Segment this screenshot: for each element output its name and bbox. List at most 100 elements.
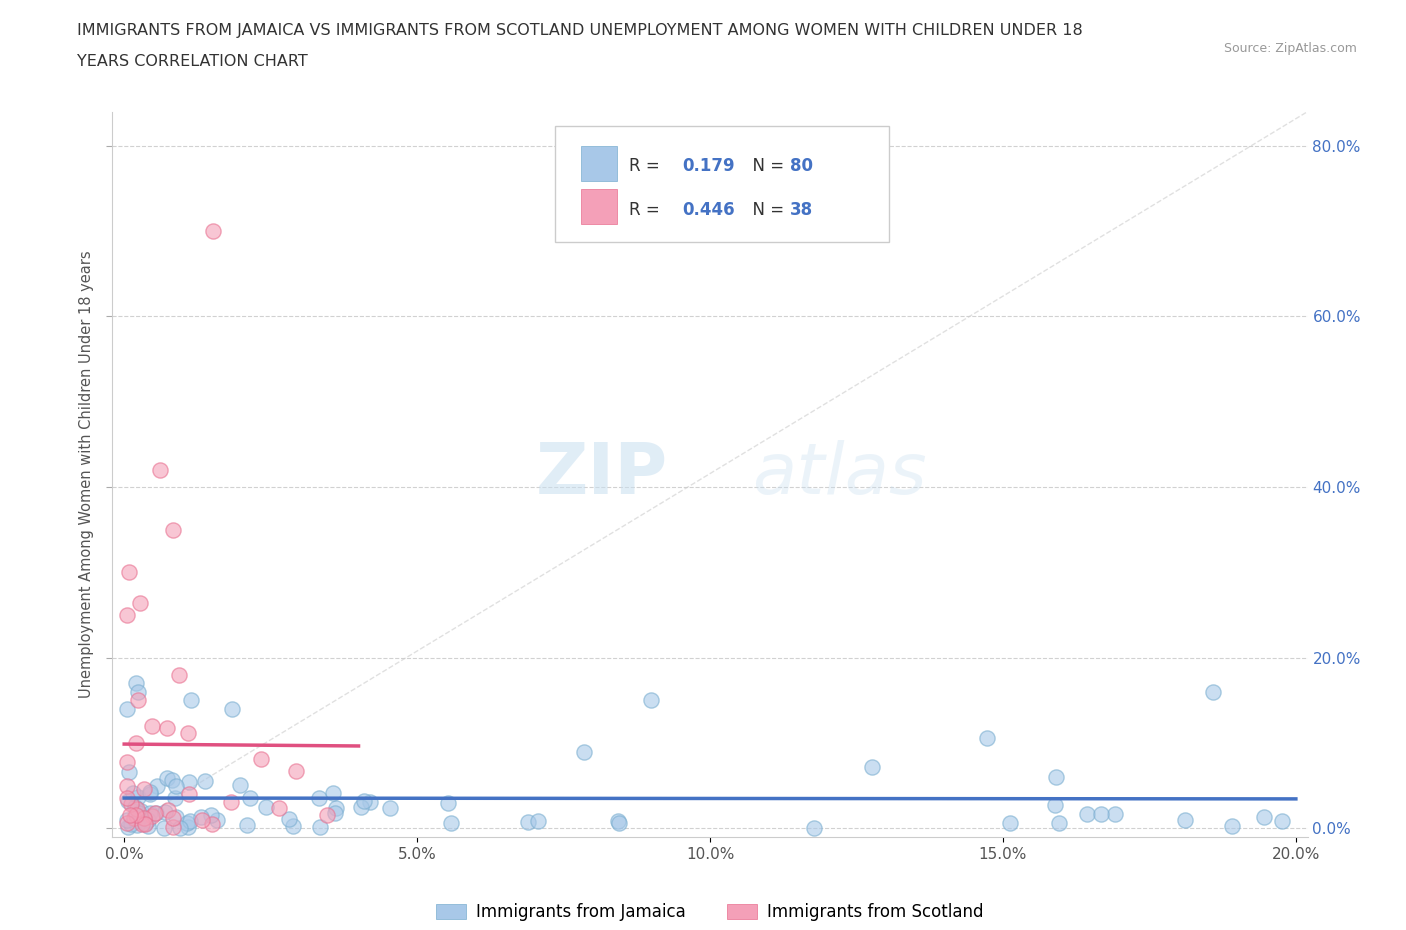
Point bbox=[162, 819, 184, 834]
Point bbox=[177, 725, 200, 740]
Text: atlas: atlas bbox=[752, 440, 927, 509]
Point bbox=[239, 790, 262, 805]
Point bbox=[200, 807, 222, 822]
Point bbox=[141, 719, 163, 734]
Point bbox=[236, 817, 259, 832]
Point bbox=[640, 693, 662, 708]
Point bbox=[574, 745, 596, 760]
Text: R =: R = bbox=[628, 157, 665, 175]
Point bbox=[526, 814, 548, 829]
Point bbox=[153, 804, 176, 819]
Point bbox=[201, 223, 224, 238]
Text: N =: N = bbox=[742, 201, 790, 219]
Point bbox=[127, 817, 149, 832]
Point bbox=[153, 820, 176, 835]
Point bbox=[134, 816, 156, 830]
Point bbox=[281, 818, 304, 833]
Point bbox=[180, 693, 202, 708]
Point bbox=[1202, 684, 1225, 699]
Point bbox=[127, 693, 149, 708]
Text: 38: 38 bbox=[790, 201, 813, 219]
Point bbox=[125, 736, 148, 751]
Point bbox=[129, 804, 152, 818]
Point bbox=[285, 764, 308, 778]
Point bbox=[162, 773, 184, 788]
Point bbox=[122, 811, 145, 826]
Point bbox=[219, 794, 242, 809]
Point bbox=[1174, 812, 1197, 827]
Point bbox=[1253, 809, 1275, 824]
Point bbox=[179, 814, 201, 829]
Text: Source: ZipAtlas.com: Source: ZipAtlas.com bbox=[1223, 42, 1357, 55]
Point bbox=[132, 811, 155, 826]
Point bbox=[138, 813, 160, 828]
Point bbox=[115, 778, 138, 793]
Text: 80: 80 bbox=[790, 157, 813, 175]
Point bbox=[803, 820, 825, 835]
Point bbox=[179, 786, 201, 801]
Text: ZIP: ZIP bbox=[536, 440, 668, 509]
Point bbox=[156, 721, 179, 736]
Point bbox=[115, 790, 138, 805]
Point bbox=[145, 806, 167, 821]
Point bbox=[128, 805, 150, 820]
Point bbox=[118, 565, 141, 580]
Point bbox=[860, 760, 883, 775]
Point bbox=[117, 819, 139, 834]
Point bbox=[1043, 797, 1066, 812]
Point bbox=[131, 817, 153, 831]
Point bbox=[1220, 818, 1243, 833]
Point bbox=[176, 816, 198, 830]
Point bbox=[229, 777, 252, 792]
Point bbox=[1047, 816, 1070, 830]
FancyBboxPatch shape bbox=[554, 126, 890, 242]
Point bbox=[278, 811, 301, 826]
Point bbox=[117, 793, 139, 808]
Point bbox=[122, 786, 145, 801]
Point bbox=[138, 818, 160, 833]
Point bbox=[120, 817, 142, 831]
Point bbox=[138, 786, 160, 801]
Point bbox=[606, 814, 628, 829]
Text: 0.179: 0.179 bbox=[682, 157, 735, 175]
FancyBboxPatch shape bbox=[581, 189, 617, 224]
Text: YEARS CORRELATION CHART: YEARS CORRELATION CHART bbox=[77, 54, 308, 69]
Point bbox=[125, 802, 148, 817]
Point bbox=[115, 816, 138, 830]
Point bbox=[998, 815, 1021, 830]
Point bbox=[609, 816, 631, 830]
Point bbox=[378, 801, 401, 816]
Point bbox=[125, 813, 148, 828]
FancyBboxPatch shape bbox=[581, 146, 617, 180]
Point bbox=[145, 805, 167, 820]
Point bbox=[437, 795, 460, 810]
Point bbox=[167, 668, 190, 683]
Text: R =: R = bbox=[628, 201, 665, 219]
Point bbox=[127, 684, 149, 699]
Point bbox=[115, 701, 138, 716]
Point bbox=[125, 676, 148, 691]
Point bbox=[1076, 806, 1098, 821]
Point bbox=[325, 800, 347, 815]
Point bbox=[132, 782, 155, 797]
Point bbox=[163, 791, 186, 806]
Point bbox=[162, 523, 184, 538]
Point bbox=[1090, 806, 1112, 821]
Point bbox=[165, 779, 187, 794]
Text: IMMIGRANTS FROM JAMAICA VS IMMIGRANTS FROM SCOTLAND UNEMPLOYMENT AMONG WOMEN WIT: IMMIGRANTS FROM JAMAICA VS IMMIGRANTS FR… bbox=[77, 23, 1083, 38]
Point bbox=[115, 754, 138, 769]
Point bbox=[1271, 814, 1294, 829]
Point bbox=[177, 819, 200, 834]
Point bbox=[353, 793, 375, 808]
Point bbox=[190, 809, 212, 824]
Point bbox=[221, 701, 243, 716]
Point bbox=[118, 764, 141, 779]
Point bbox=[309, 820, 332, 835]
Point bbox=[156, 770, 179, 785]
Text: N =: N = bbox=[742, 157, 790, 175]
Point bbox=[146, 778, 169, 793]
Text: 0.446: 0.446 bbox=[682, 201, 735, 219]
Point bbox=[1104, 806, 1126, 821]
Point bbox=[201, 817, 224, 831]
Point bbox=[141, 808, 163, 823]
